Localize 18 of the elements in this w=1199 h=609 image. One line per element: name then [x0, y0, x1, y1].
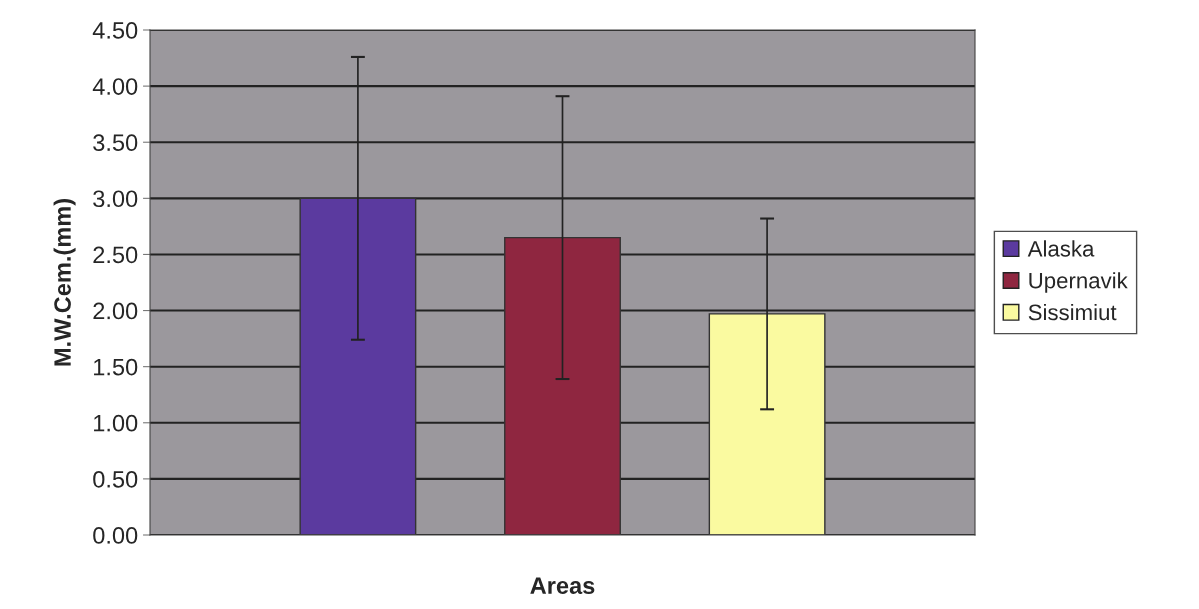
y-tick-label: 4.00: [92, 78, 138, 95]
y-axis-title: M.W.Cem.(mm): [53, 199, 76, 366]
x-axis-title: Areas: [530, 577, 595, 595]
y-tick-label: 3.50: [93, 134, 138, 152]
legend-label: Upernavik: [1029, 272, 1128, 293]
bar: [504, 236, 621, 535]
y-tick-label: 1.00: [94, 414, 138, 432]
legend-label: Sissimiut: [1028, 303, 1117, 321]
bar: [708, 313, 826, 535]
y-tick-label: 1.50: [94, 358, 138, 376]
y-tick-label: 4.50: [92, 22, 138, 39]
legend-label: Alaska: [1027, 240, 1095, 257]
y-tick-label: 2.00: [93, 302, 138, 320]
y-tick-label: 3.00: [93, 190, 138, 208]
bar: [299, 197, 417, 535]
y-tick-label: 0.50: [93, 470, 138, 488]
y-tick-label: 0.00: [93, 527, 138, 544]
y-tick-label: 2.50: [93, 246, 138, 264]
